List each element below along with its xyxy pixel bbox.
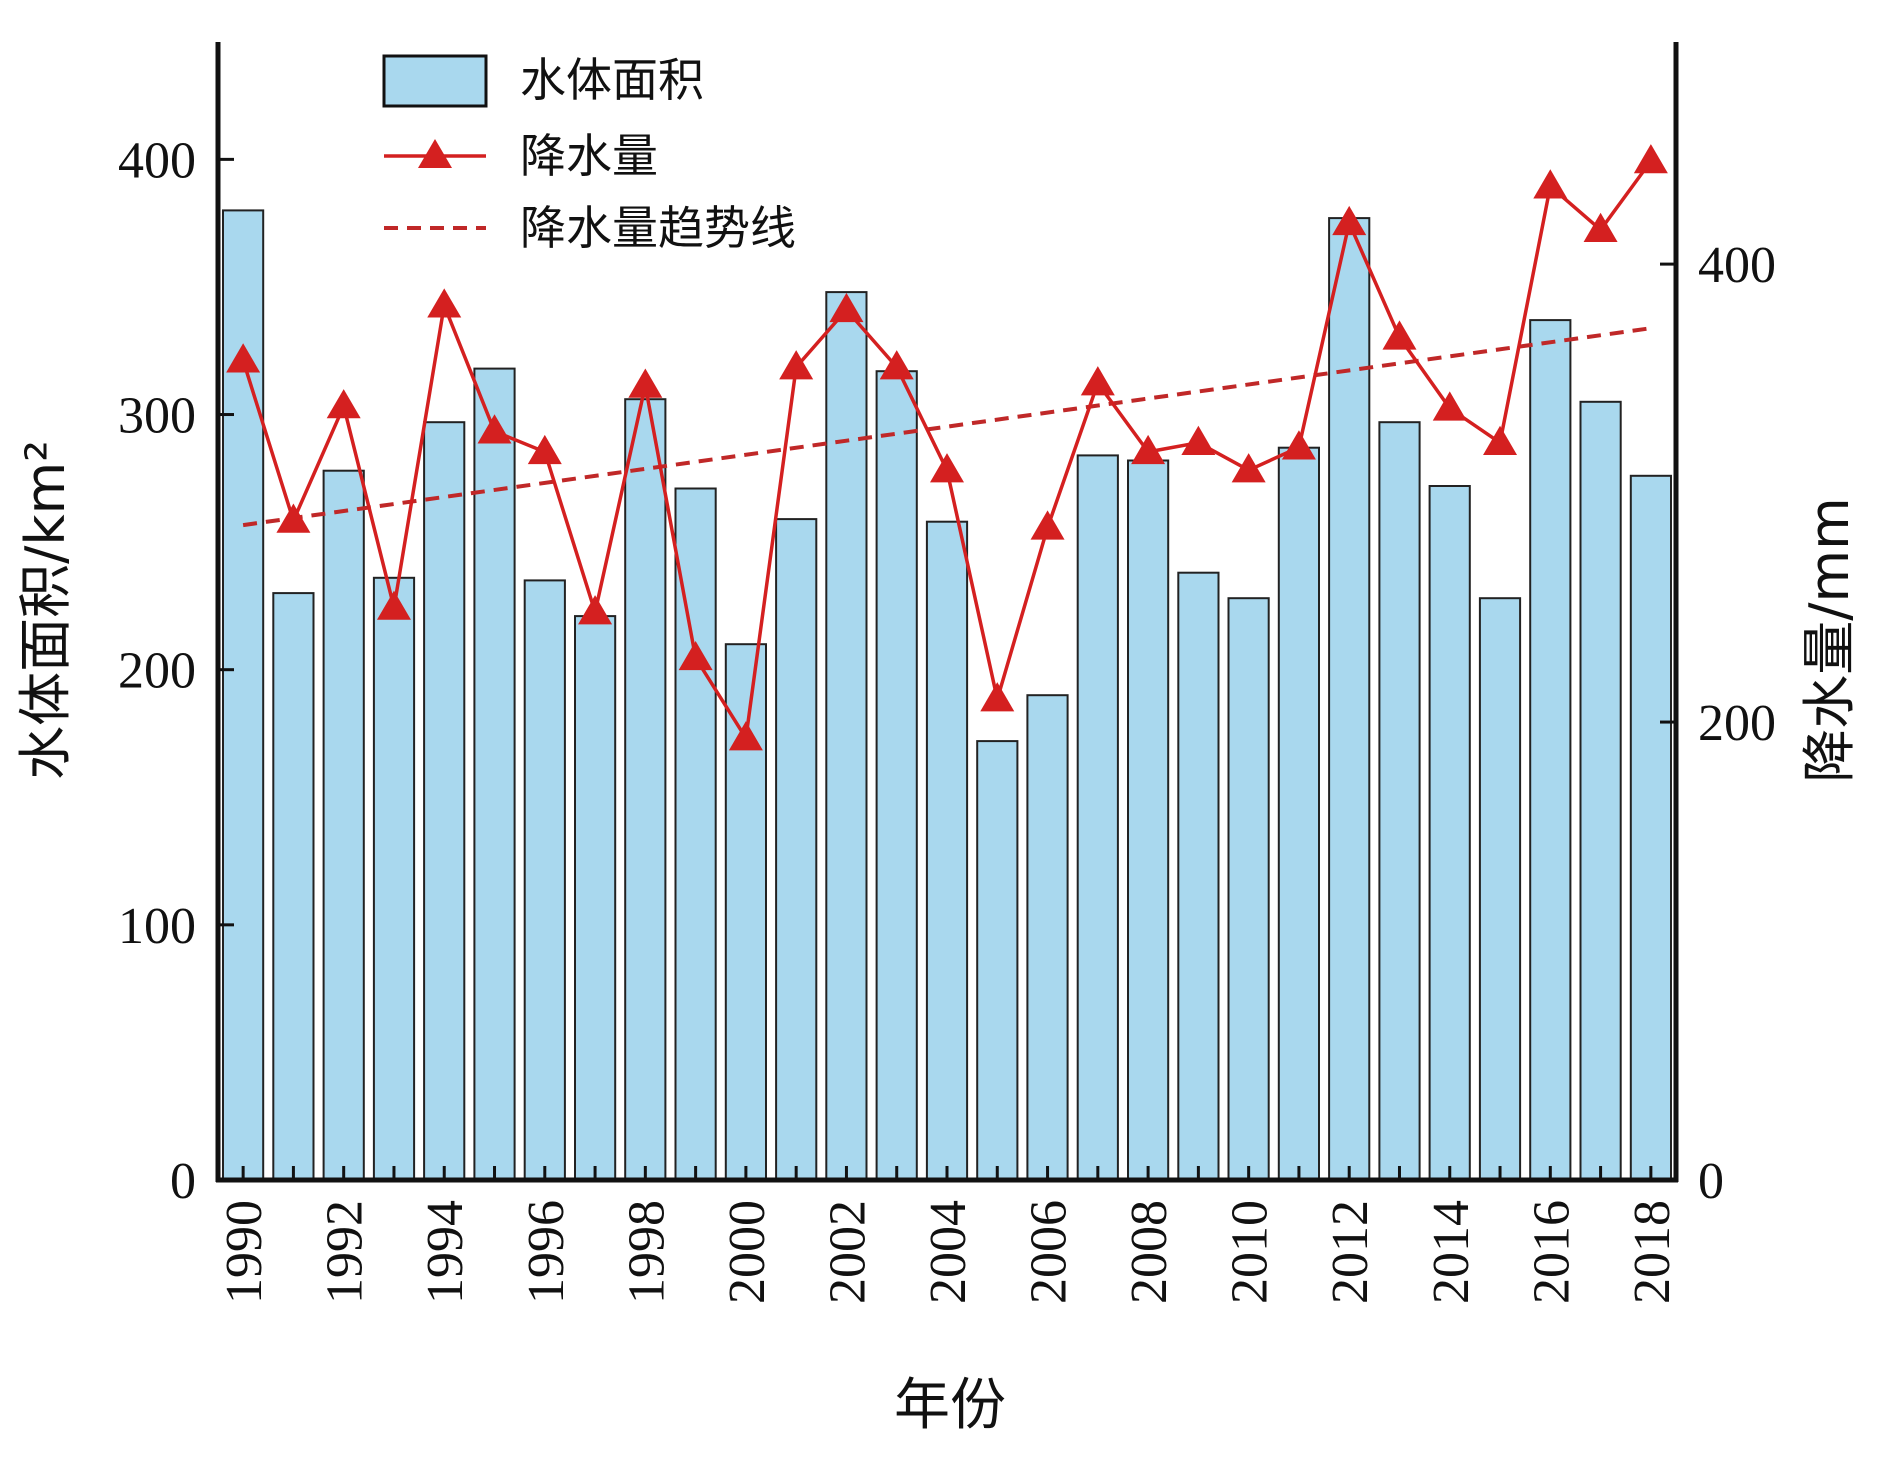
legend-bar-swatch [382, 54, 488, 108]
x-tick-label: 2004 [920, 1200, 977, 1304]
bar-2015 [1478, 597, 1522, 1181]
bar-2011 [1277, 446, 1321, 1181]
left-tick-label: 300 [118, 388, 196, 445]
left-tick-label: 400 [118, 132, 196, 189]
bar-2010 [1227, 597, 1270, 1181]
bar-2017 [1579, 400, 1622, 1181]
precip-point-2007 [1080, 366, 1115, 396]
bar-2003 [875, 370, 918, 1181]
precip-point-1998 [628, 368, 663, 398]
bar-1995 [473, 367, 516, 1182]
x-tick-label: 1998 [618, 1200, 675, 1304]
bars-layer [222, 209, 1673, 1182]
precip-point-2005 [980, 682, 1015, 712]
left-tick-label: 200 [118, 643, 196, 700]
bar-2002 [825, 291, 868, 1182]
precip-point-2002 [829, 292, 864, 323]
precip-point-1992 [326, 389, 361, 419]
precip-point-2004 [930, 453, 964, 483]
precip-point-2014 [1432, 391, 1467, 421]
x-axis-title: 年份 [894, 1373, 1006, 1438]
bar-1998 [624, 398, 667, 1181]
precip-point-2008 [1131, 434, 1166, 465]
bar-1993 [372, 576, 416, 1181]
x-tick-label: 1990 [216, 1200, 273, 1304]
precip-point-2017 [1583, 212, 1618, 242]
precip-point-2018 [1633, 144, 1668, 174]
x-tick-label: 2018 [1624, 1200, 1681, 1304]
bar-2018 [1629, 474, 1673, 1181]
bar-1994 [423, 421, 466, 1181]
precip-point-2000 [728, 721, 763, 751]
x-tick-label: 2014 [1423, 1200, 1480, 1304]
line-layer [226, 144, 1668, 751]
x-tick-label: 2002 [819, 1200, 876, 1304]
precip-point-1999 [678, 640, 713, 671]
bar-1996 [523, 579, 566, 1181]
precip-point-1995 [477, 414, 512, 444]
legend-label: 降水量 [520, 129, 658, 183]
bar-2008 [1127, 459, 1170, 1181]
x-tick-label: 1992 [317, 1200, 374, 1304]
precip-point-2015 [1483, 425, 1518, 455]
bar-1999 [674, 487, 717, 1181]
bar-1997 [574, 615, 617, 1181]
x-tick-label: 2010 [1222, 1200, 1279, 1304]
left-axis-title: 水体面积/km² [14, 440, 77, 780]
bar-2012 [1328, 217, 1371, 1182]
legend-label: 降水量趋势线 [520, 201, 796, 255]
bar-2006 [1026, 694, 1069, 1181]
precip-point-2016 [1533, 169, 1568, 199]
bar-2005 [976, 740, 1019, 1181]
precip-point-1996 [527, 434, 562, 465]
x-tick-label: 2000 [719, 1200, 776, 1304]
precip-point-2009 [1181, 425, 1216, 455]
bar-2004 [925, 520, 969, 1181]
bar-2016 [1529, 319, 1572, 1182]
x-tick-label: 2012 [1322, 1200, 1379, 1304]
x-tick-label: 1996 [518, 1200, 575, 1304]
precip-point-2003 [879, 350, 914, 380]
bar-1992 [322, 469, 365, 1181]
bar-2001 [775, 518, 818, 1181]
right-axis-title: 降水量/mm [1798, 497, 1861, 782]
precip-point-1997 [578, 595, 613, 625]
precip-point-1991 [276, 503, 311, 533]
right-tick-label: 200 [1698, 695, 1776, 752]
x-tick-label: 2008 [1121, 1200, 1178, 1304]
precip-point-1993 [376, 590, 411, 620]
bar-2007 [1076, 454, 1119, 1181]
right-tick-label: 0 [1698, 1153, 1724, 1210]
legend-label: 水体面积 [520, 53, 704, 107]
ticks-layer: 0 100 200 300 400 0 200 400 1990 1992 1994 1996 1998… [118, 132, 1776, 1304]
precip-point-1994 [427, 288, 462, 318]
left-tick-label: 0 [170, 1153, 196, 1210]
precip-point-2012 [1332, 205, 1367, 236]
precip-point-2010 [1231, 453, 1266, 483]
x-tick-label: 1994 [417, 1200, 474, 1304]
precip-point-2013 [1382, 320, 1417, 350]
bar-1991 [272, 592, 315, 1181]
x-tick-label: 2006 [1021, 1200, 1078, 1304]
bar-2009 [1177, 571, 1220, 1181]
bar-2014 [1428, 485, 1471, 1181]
precip-point-2001 [779, 350, 814, 380]
left-tick-label: 100 [118, 898, 196, 955]
precip-point-2011 [1281, 430, 1316, 460]
precip-point-2006 [1030, 510, 1065, 540]
right-tick-label: 400 [1698, 237, 1776, 294]
legend-triangle-marker [418, 139, 452, 168]
x-tick-label: 2016 [1523, 1200, 1580, 1304]
precip-point-1990 [226, 343, 261, 373]
bar-2013 [1378, 421, 1421, 1181]
